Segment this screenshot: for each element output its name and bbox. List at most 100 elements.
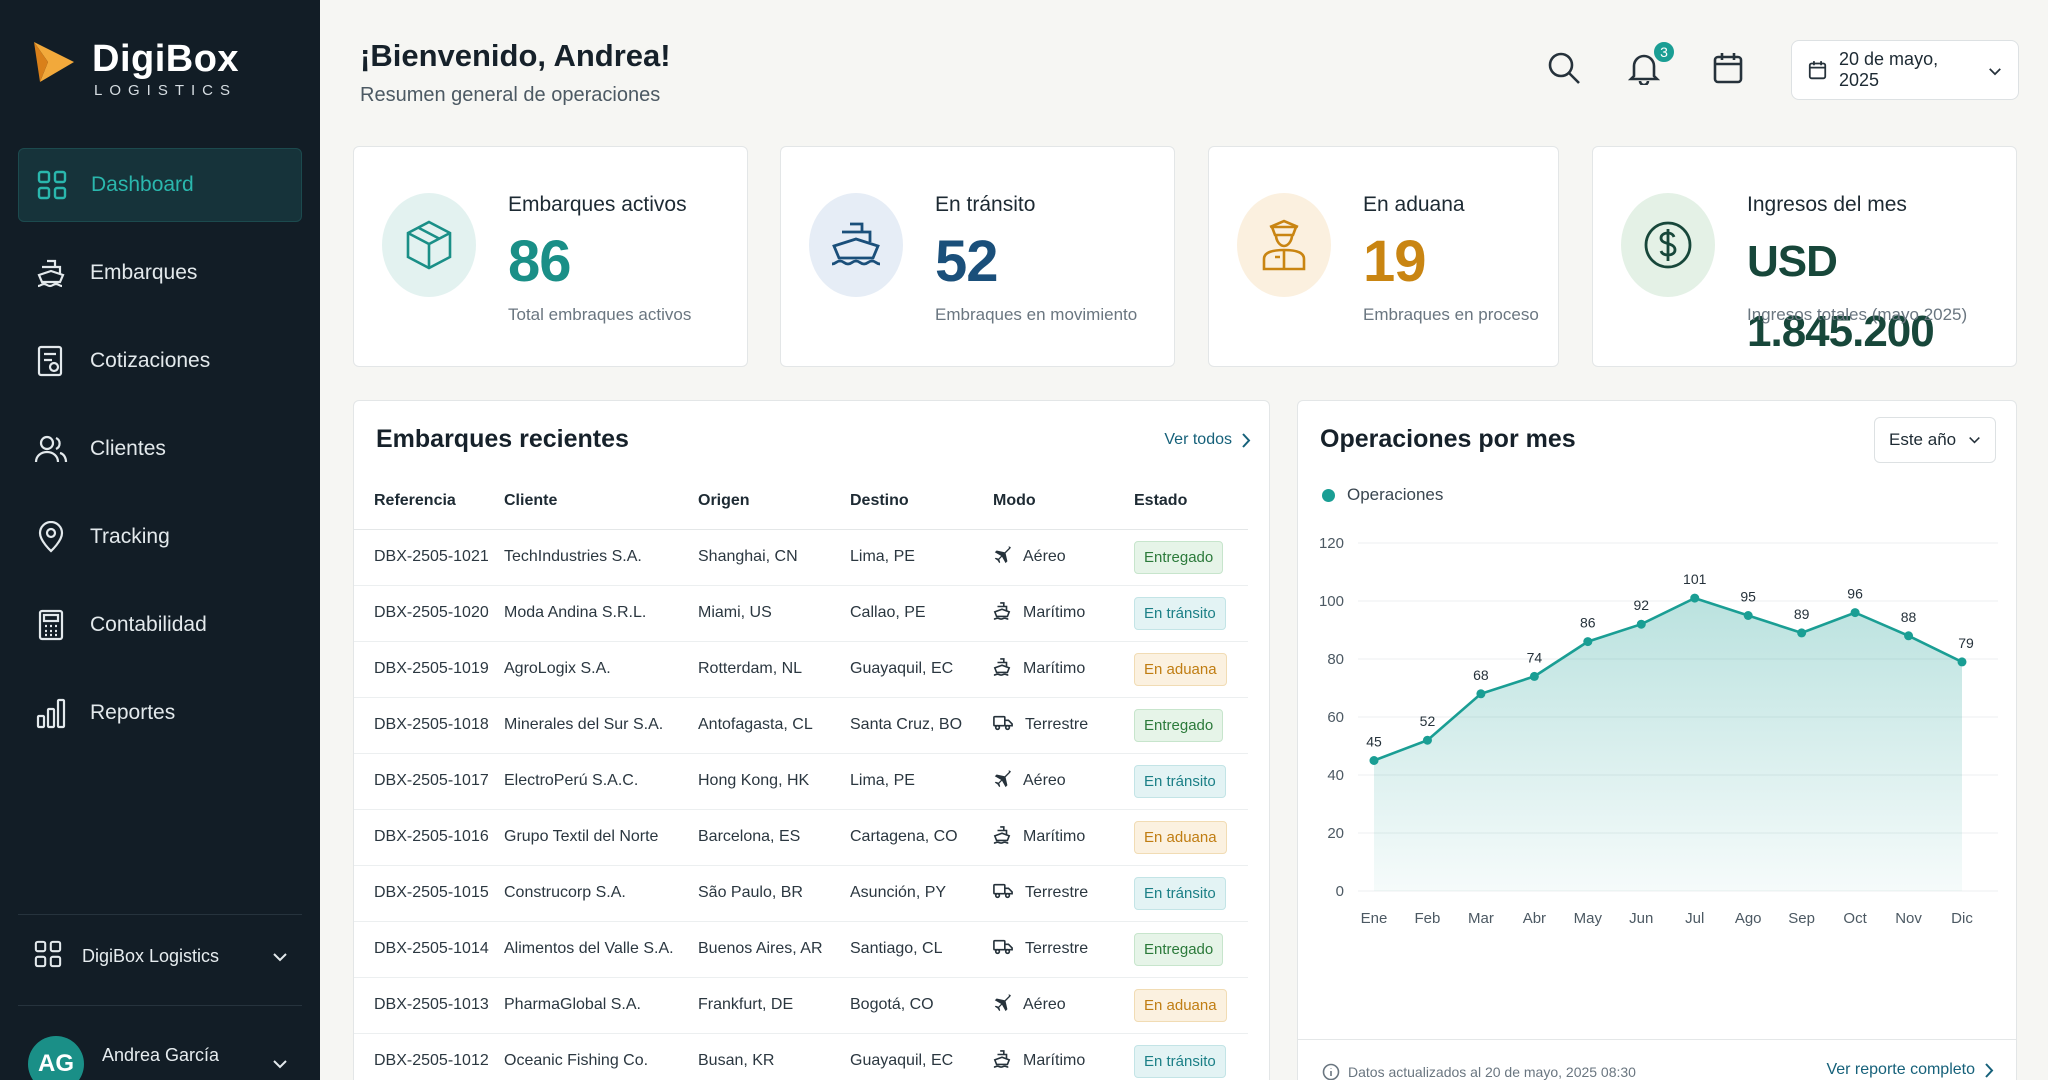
sidebar-item-contabilidad[interactable]: Contabilidad	[18, 588, 302, 662]
brand-logo[interactable]: DigiBox LOGISTICS	[30, 38, 239, 99]
sidebar-item-embarques[interactable]: Embarques	[18, 236, 302, 310]
kpi-card-active[interactable]: Embarques activos 86 Total embraques act…	[353, 146, 748, 367]
column-header[interactable]: Cliente	[504, 473, 698, 530]
cell-destination: Bogotá, CO	[850, 977, 993, 1034]
cell-reference[interactable]: DBX-2505-1016	[354, 809, 504, 866]
cell-reference[interactable]: DBX-2505-1012	[354, 1033, 504, 1080]
table-row[interactable]: DBX-2505-1018 Minerales del Sur S.A. Ant…	[354, 697, 1248, 754]
chevron-down-icon	[1969, 437, 1980, 444]
user-menu[interactable]: AG Andrea García	[28, 1036, 288, 1080]
kpi-value: USD 1.845.200	[1747, 237, 1935, 356]
cell-mode: Terrestre	[993, 921, 1134, 978]
kpi-description: Embraques en proceso	[1363, 305, 1539, 324]
sidebar-item-dashboard[interactable]: Dashboard	[18, 148, 302, 222]
kpi-title: Embarques activos	[508, 193, 687, 216]
cell-destination: Cartagena, CO	[850, 809, 993, 866]
cell-destination: Santa Cruz, BO	[850, 697, 993, 754]
ship-icon	[993, 601, 1011, 626]
notifications-button[interactable]: 3	[1624, 40, 1676, 88]
data-label: 95	[1740, 589, 1756, 605]
table-row[interactable]: DBX-2505-1020 Moda Andina S.R.L. Miami, …	[354, 585, 1248, 642]
table-row[interactable]: DBX-2505-1017 ElectroPerú S.A.C. Hong Ko…	[354, 753, 1248, 810]
see-all-link[interactable]: Ver todos	[1164, 431, 1251, 449]
series-line	[1373, 596, 1963, 762]
full-report-link[interactable]: Ver reporte completo	[1826, 1061, 1994, 1079]
kpi-title: Ingresos del mes	[1747, 193, 1907, 216]
search-icon	[1548, 52, 1580, 84]
sidebar-item-label: Cotizaciones	[90, 349, 211, 372]
search-button[interactable]	[1544, 48, 1584, 88]
map-pin-icon	[34, 520, 68, 554]
cell-status: En aduana	[1134, 977, 1248, 1034]
data-label: 101	[1683, 571, 1707, 587]
kpi-icon-circle	[382, 193, 476, 297]
range-select[interactable]: Este año	[1874, 417, 1996, 463]
cell-reference[interactable]: DBX-2505-1019	[354, 641, 504, 698]
column-header[interactable]: Destino	[850, 473, 993, 530]
report-link-label: Ver reporte completo	[1826, 1061, 1975, 1078]
shipments-table-body: DBX-2505-1021 TechIndustries S.A. Shangh…	[354, 529, 1248, 1080]
date-picker[interactable]: 20 de mayo, 2025	[1791, 40, 2019, 100]
cell-destination: Santiago, CL	[850, 921, 993, 978]
kpi-card-customs[interactable]: En aduana 19 Embraques en proceso	[1208, 146, 1559, 367]
column-header[interactable]: Origen	[698, 473, 850, 530]
table-row[interactable]: DBX-2505-1013 PharmaGlobal S.A. Frankfur…	[354, 977, 1248, 1034]
status-badge: En aduana	[1134, 988, 1227, 1022]
sidebar-item-cotizaciones[interactable]: Cotizaciones	[18, 324, 302, 398]
kpi-title: En tránsito	[935, 193, 1036, 216]
data-label: 92	[1633, 597, 1649, 613]
mode-label: Aéreo	[1023, 772, 1066, 789]
table-row[interactable]: DBX-2505-1016 Grupo Textil del Norte Bar…	[354, 809, 1248, 866]
kpi-icon-circle	[809, 193, 903, 297]
table-row[interactable]: DBX-2505-1021 TechIndustries S.A. Shangh…	[354, 529, 1248, 586]
cell-mode: Aéreo	[993, 529, 1134, 586]
kpi-card-transit[interactable]: En tránsito 52 Embraques en movimiento	[780, 146, 1175, 367]
sidebar-item-reportes[interactable]: Reportes	[18, 676, 302, 750]
column-header[interactable]: Estado	[1134, 473, 1248, 530]
data-label: 89	[1794, 606, 1810, 622]
kpi-value: 52	[935, 229, 999, 294]
x-tick-label: Jun	[1629, 910, 1653, 927]
sidebar-divider	[18, 1005, 302, 1006]
cell-reference[interactable]: DBX-2505-1017	[354, 753, 504, 810]
table-row[interactable]: DBX-2505-1014 Alimentos del Valle S.A. B…	[354, 921, 1248, 978]
data-point	[1529, 671, 1539, 681]
cell-reference[interactable]: DBX-2505-1018	[354, 697, 504, 754]
cell-origin: São Paulo, BR	[698, 865, 850, 922]
column-header[interactable]: Modo	[993, 473, 1134, 530]
calendar-button[interactable]	[1708, 48, 1748, 88]
kpi-icon-circle	[1621, 193, 1715, 297]
mode-label: Terrestre	[1025, 884, 1089, 901]
cell-reference[interactable]: DBX-2505-1014	[354, 921, 504, 978]
legend-label: Operaciones	[1347, 485, 1444, 504]
org-switcher[interactable]: DigiBox Logistics	[34, 940, 288, 973]
cell-status: En tránsito	[1134, 1033, 1248, 1080]
kpi-description: Embraques en movimiento	[935, 305, 1138, 324]
cell-reference[interactable]: DBX-2505-1021	[354, 529, 504, 586]
grid-icon	[34, 940, 62, 973]
column-header[interactable]: Referencia	[354, 473, 504, 530]
cell-mode: Aéreo	[993, 977, 1134, 1034]
page-title: ¡Bienvenido, Andrea!	[360, 38, 671, 73]
cell-origin: Shanghai, CN	[698, 529, 850, 586]
sidebar-item-clientes[interactable]: Clientes	[18, 412, 302, 486]
kpi-card-revenue[interactable]: Ingresos del mes USD 1.845.200 Ingresos …	[1592, 146, 2017, 367]
cell-client: Moda Andina S.R.L.	[504, 585, 698, 642]
cell-reference[interactable]: DBX-2505-1020	[354, 585, 504, 642]
cell-client: ElectroPerú S.A.C.	[504, 753, 698, 810]
mode-label: Aéreo	[1023, 996, 1066, 1013]
brand-subtitle: LOGISTICS	[94, 82, 238, 99]
sidebar-item-label: Contabilidad	[90, 613, 207, 636]
table-row[interactable]: DBX-2505-1019 AgroLogix S.A. Rotterdam, …	[354, 641, 1248, 698]
cell-reference[interactable]: DBX-2505-1015	[354, 865, 504, 922]
data-point	[1636, 619, 1646, 629]
data-label: 88	[1901, 609, 1917, 625]
legend-dot	[1322, 488, 1335, 502]
sidebar-item-tracking[interactable]: Tracking	[18, 500, 302, 574]
table-row[interactable]: DBX-2505-1015 Construcorp S.A. São Paulo…	[354, 865, 1248, 922]
cell-reference[interactable]: DBX-2505-1013	[354, 977, 504, 1034]
data-label: 79	[1958, 635, 1974, 651]
table-row[interactable]: DBX-2505-1012 Oceanic Fishing Co. Busan,…	[354, 1033, 1248, 1080]
cell-mode: Terrestre	[993, 697, 1134, 754]
status-badge: En aduana	[1134, 652, 1227, 686]
